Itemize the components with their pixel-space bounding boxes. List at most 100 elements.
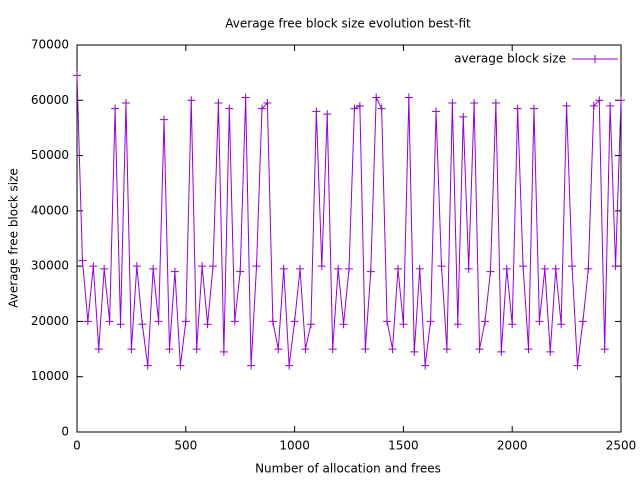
x-tick-label: 1500: [388, 439, 419, 453]
x-tick-label: 500: [174, 439, 197, 453]
data-point: [257, 104, 266, 113]
data-point: [453, 320, 462, 329]
data-point: [399, 320, 408, 329]
data-point: [121, 99, 130, 108]
plot-border: [76, 44, 622, 433]
data-point: [481, 317, 489, 326]
y-tick-label: 50000: [31, 148, 69, 162]
data-point: [105, 317, 114, 326]
data-point: [470, 99, 479, 108]
data-point: [497, 347, 506, 356]
data-point: [230, 317, 239, 326]
data-point: [361, 345, 370, 354]
x-axis-label: Number of allocation and frees: [255, 462, 441, 476]
data-point: [328, 345, 337, 354]
data-point: [502, 264, 511, 273]
data-point: [600, 345, 609, 354]
data-point: [393, 264, 402, 273]
data-point: [192, 345, 201, 354]
data-point: [317, 262, 326, 271]
data-point: [529, 104, 538, 113]
data-point: [404, 93, 413, 102]
data-point: [89, 262, 98, 271]
data-point: [100, 264, 109, 273]
data-point: [296, 264, 305, 273]
x-tick-label: 2000: [497, 439, 528, 453]
data-point: [181, 317, 190, 326]
data-point: [170, 267, 179, 276]
data-point: [225, 104, 234, 113]
data-point: [535, 317, 544, 326]
data-point: [486, 267, 495, 276]
data-point: [421, 361, 430, 370]
data-point: [589, 101, 598, 110]
data-point: [524, 345, 533, 354]
data-point: [209, 262, 217, 271]
data-point: [149, 264, 158, 273]
data-point: [241, 93, 250, 102]
data-point: [160, 115, 169, 124]
data-point: [546, 347, 555, 356]
data-point: [339, 320, 348, 329]
data-point: [562, 101, 571, 110]
data-point: [127, 345, 136, 354]
data-point: [584, 264, 593, 273]
data-point: [176, 361, 185, 370]
data-point: [573, 361, 582, 370]
data-point: [611, 262, 620, 271]
data-point: [383, 317, 392, 326]
data-point: [154, 317, 163, 326]
data-point: [132, 262, 141, 271]
data-point: [475, 345, 484, 354]
data-point: [557, 320, 566, 329]
y-tick-label: 70000: [31, 38, 69, 52]
data-point: [617, 96, 625, 105]
data-point: [355, 101, 364, 110]
data-point: [268, 317, 277, 326]
y-tick-label: 10000: [31, 369, 69, 383]
data-point: [274, 345, 283, 354]
x-tick-label: 2500: [606, 439, 637, 453]
y-tick-label: 40000: [31, 203, 69, 217]
data-point: [377, 104, 386, 113]
y-tick-label: 20000: [31, 314, 69, 328]
data-point: [606, 101, 615, 110]
data-point: [279, 264, 288, 273]
data-point: [187, 96, 196, 105]
data-point: [366, 267, 375, 276]
data-point: [301, 345, 310, 354]
data-point: [214, 99, 223, 108]
data-point: [83, 317, 92, 326]
data-point: [252, 262, 261, 271]
legend-marker: [591, 55, 599, 63]
data-point: [426, 317, 435, 326]
data-point: [519, 262, 528, 271]
data-point: [448, 99, 457, 108]
data-point: [138, 320, 147, 329]
data-point: [513, 104, 522, 113]
data-point: [247, 361, 256, 370]
legend-label: average block size: [454, 52, 566, 66]
x-tick-label: 0: [73, 439, 81, 453]
data-point: [94, 345, 103, 354]
data-point: [437, 262, 446, 271]
data-point: [464, 264, 473, 273]
data-point: [116, 320, 125, 329]
data-point: [578, 317, 587, 326]
data-point: [198, 262, 207, 271]
data-point: [143, 361, 152, 370]
y-axis-label: Average free block size: [7, 168, 21, 308]
data-point: [263, 99, 272, 108]
data-point: [432, 107, 441, 116]
data-point: [334, 264, 343, 273]
data-point: [442, 345, 451, 354]
data-point: [306, 320, 315, 329]
data-point: [459, 112, 468, 121]
data-point: [203, 320, 212, 329]
chart-title: Average free block size evolution best-f…: [225, 17, 471, 31]
data-point: [323, 110, 332, 119]
data-point: [595, 96, 604, 105]
